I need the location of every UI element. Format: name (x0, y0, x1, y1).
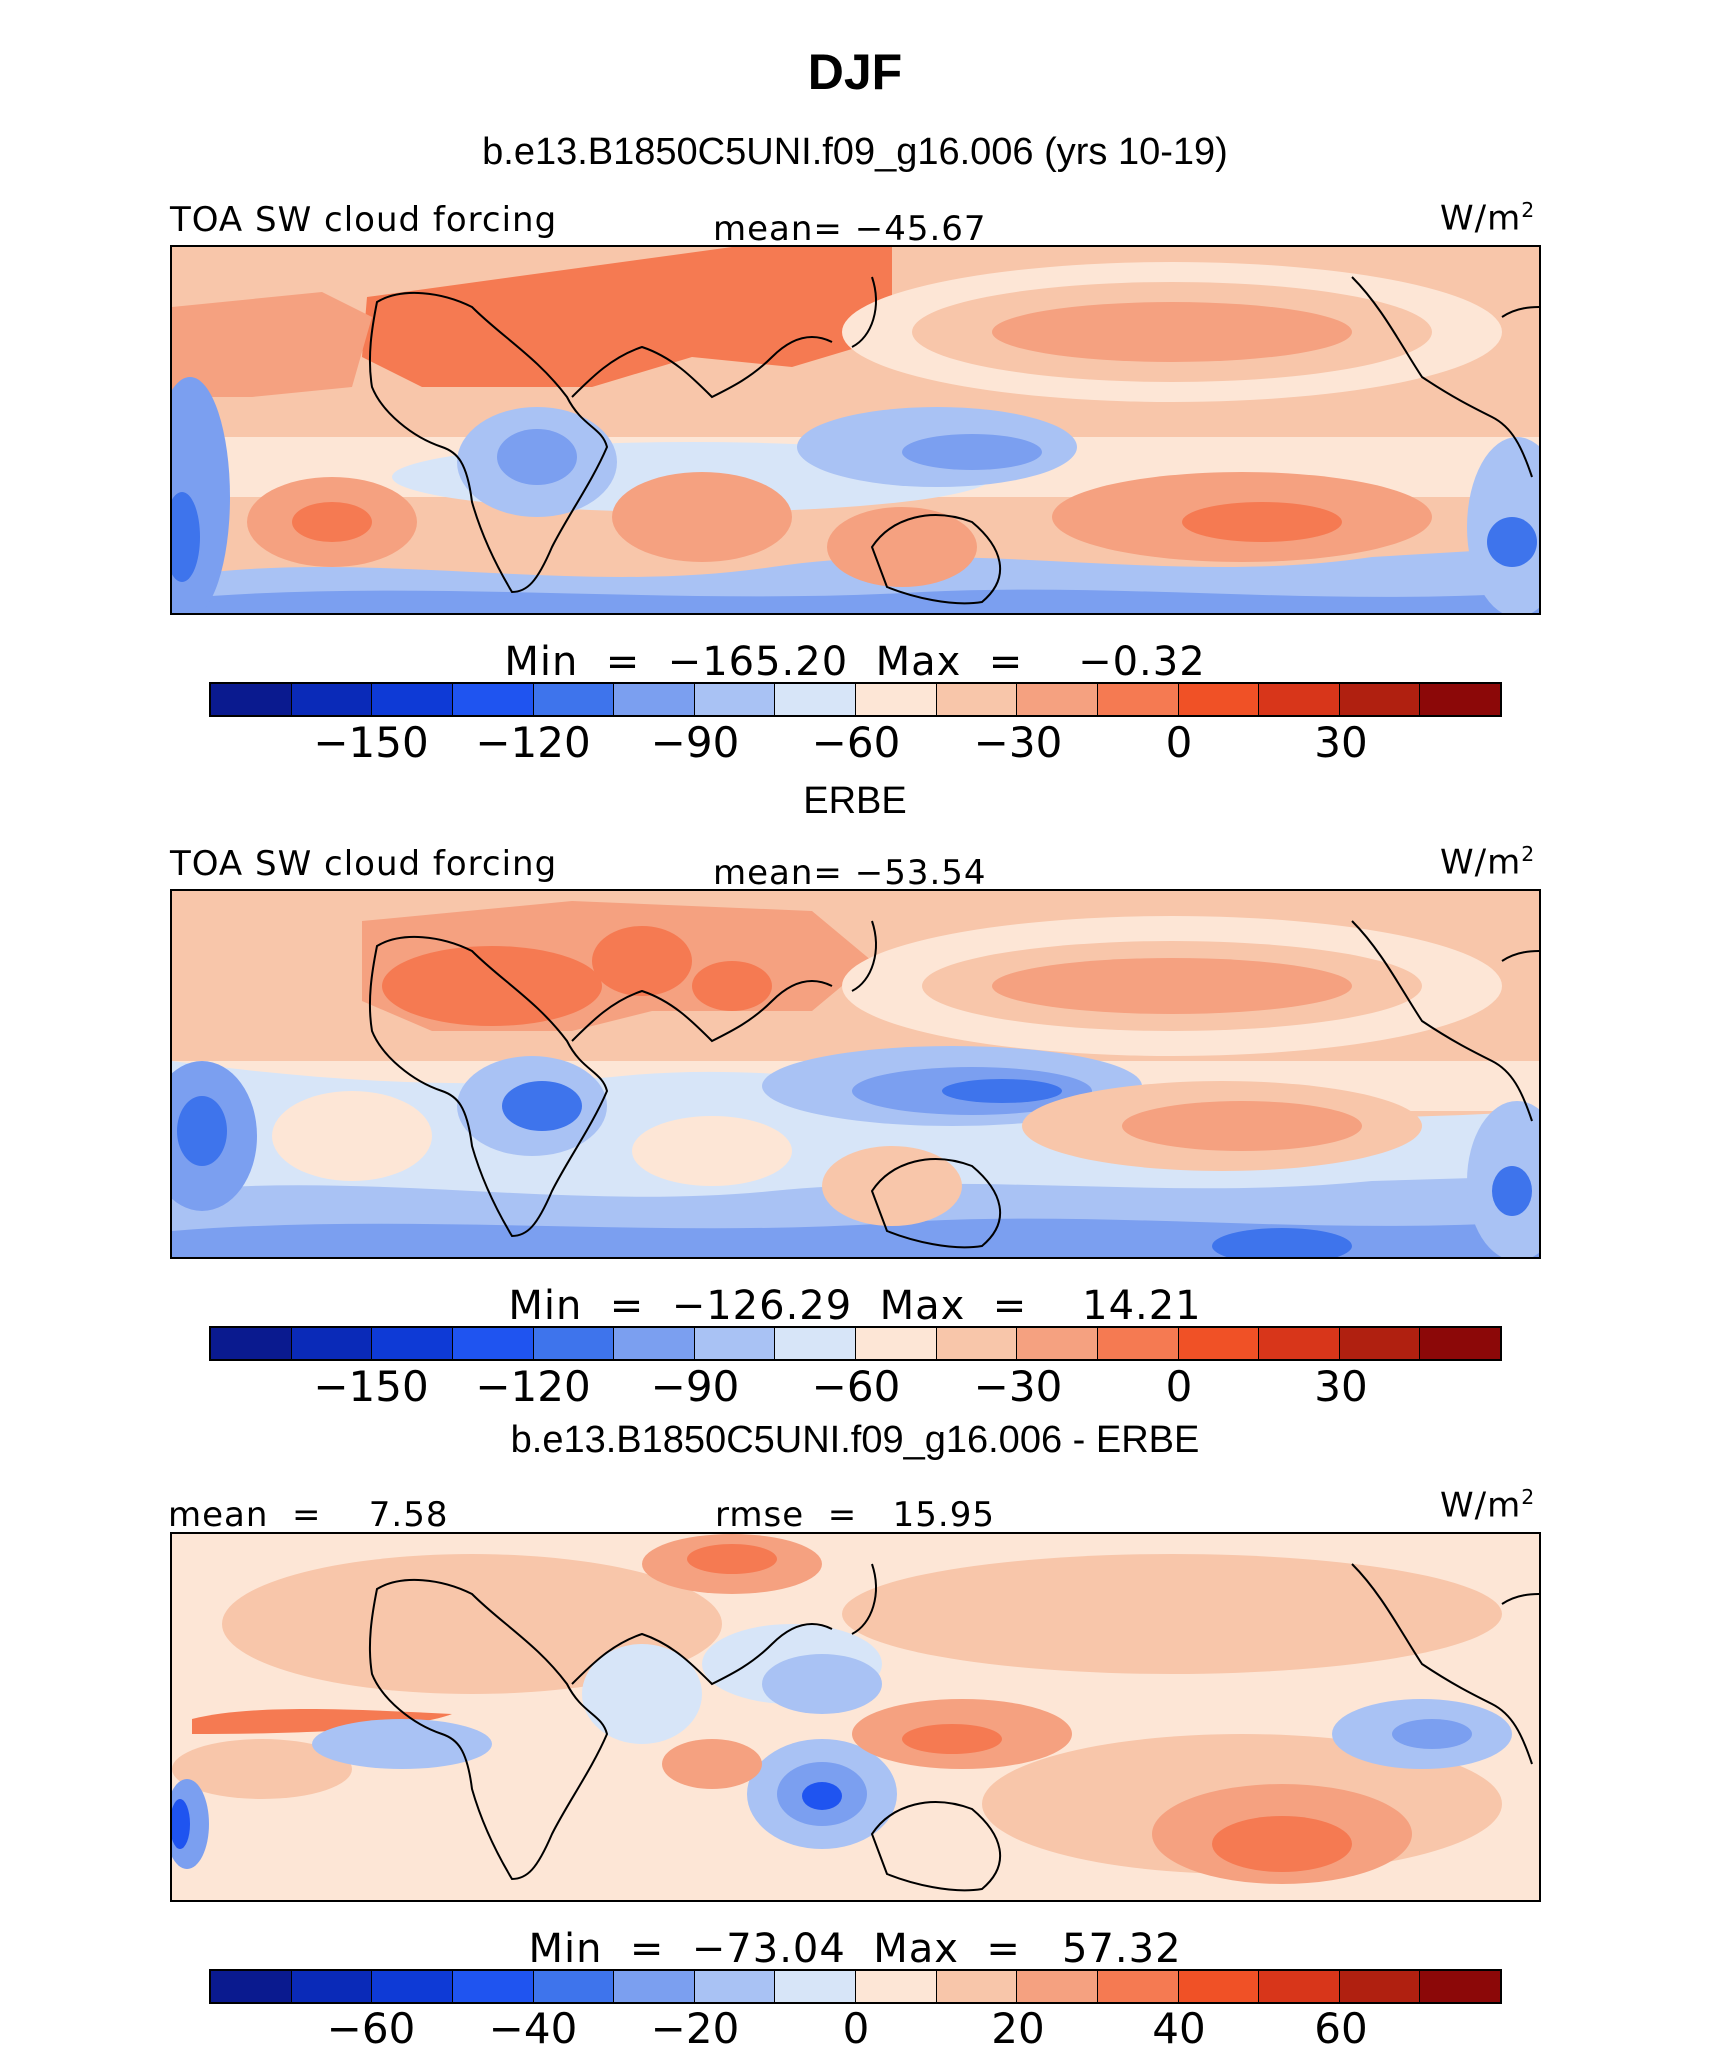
cbar-2-tick: 30 (1314, 1362, 1368, 1411)
panel-1-colorbar (209, 682, 1502, 717)
colorbar-swatch (775, 684, 856, 715)
panel-2-units: W/m2 (1440, 842, 1536, 883)
colorbar-swatch (1420, 1328, 1500, 1359)
colorbar-swatch (775, 1971, 856, 2002)
colorbar-swatch (372, 684, 453, 715)
colorbar-swatch (936, 684, 1018, 715)
cbar-3-tick: 40 (1152, 2004, 1206, 2053)
panel-1-heading: b.e13.B1850C5UNI.f09_g16.006 (yrs 10-19) (482, 131, 1228, 173)
cbar-2-tick: 0 (1165, 1362, 1193, 1411)
colorbar-swatch (291, 1971, 373, 2002)
panel-3-minmax: Min = −73.04 Max = 57.32 (528, 1926, 1182, 1972)
colorbar-swatch (1178, 1971, 1260, 2002)
colorbar-swatch (1097, 684, 1179, 715)
cbar-3-tick: 0 (842, 2004, 870, 2053)
colorbar-swatch (1259, 1328, 1340, 1359)
panel-1-units: W/m2 (1440, 198, 1536, 239)
cbar-3-tick: −40 (488, 2004, 578, 2053)
colorbar-swatch (775, 1328, 856, 1359)
colorbar-swatch (856, 1328, 937, 1359)
panel-3-mean-label: mean = 7.58 (168, 1495, 449, 1535)
colorbar-swatch (1420, 684, 1500, 715)
colorbar-swatch (1420, 1971, 1500, 2002)
cbar-1-tick: −120 (475, 718, 591, 767)
colorbar-swatch (533, 1328, 615, 1359)
colorbar-swatch (694, 1971, 776, 2002)
colorbar-swatch (694, 684, 776, 715)
colorbar-swatch (452, 1328, 534, 1359)
figure-title: DJF (807, 44, 903, 100)
panel-2-minmax: Min = −126.29 Max = 14.21 (508, 1283, 1202, 1329)
panel-3-heading: b.e13.B1850C5UNI.f09_g16.006 - ERBE (510, 1419, 1200, 1461)
cbar-3-tick: 60 (1314, 2004, 1368, 2053)
cbar-3-tick: −20 (650, 2004, 740, 2053)
panel-1-mean-label: mean= −45.67 (713, 209, 987, 249)
panel-3-colorbar (209, 1969, 1502, 2004)
colorbar-swatch (1097, 1971, 1179, 2002)
panel-2-variable-label: TOA SW cloud forcing (170, 844, 558, 884)
colorbar-swatch (1017, 684, 1098, 715)
colorbar-swatch (936, 1971, 1018, 2002)
colorbar-swatch (452, 1971, 534, 2002)
colorbar-swatch (1259, 1971, 1340, 2002)
colorbar-swatch (614, 684, 695, 715)
colorbar-swatch (533, 1971, 615, 2002)
panel-2-colorbar (209, 1326, 1502, 1361)
colorbar-swatch (1017, 1971, 1098, 2002)
colorbar-swatch (372, 1328, 453, 1359)
panel-3-units: W/m2 (1440, 1485, 1536, 1526)
colorbar-swatch (1259, 684, 1340, 715)
colorbar-swatch (211, 684, 292, 715)
cbar-1-tick: −30 (973, 718, 1063, 767)
cbar-1-tick: −150 (313, 718, 429, 767)
colorbar-swatch (291, 684, 373, 715)
colorbar-swatch (1178, 1328, 1260, 1359)
cbar-3-tick: 20 (991, 2004, 1045, 2053)
panel-1-minmax: Min = −165.20 Max = −0.32 (504, 639, 1206, 685)
colorbar-swatch (1339, 1328, 1421, 1359)
colorbar-swatch (291, 1328, 373, 1359)
colorbar-swatch (856, 1971, 937, 2002)
cbar-1-tick: −90 (650, 718, 740, 767)
colorbar-swatch (1017, 1328, 1098, 1359)
colorbar-swatch (694, 1328, 776, 1359)
panel-3-rmse-label: rmse = 15.95 (715, 1495, 995, 1535)
panel-2-mean-label: mean= −53.54 (713, 853, 987, 893)
colorbar-swatch (452, 684, 534, 715)
panel-1-variable-label: TOA SW cloud forcing (170, 200, 558, 240)
panel-2-heading: ERBE (803, 780, 907, 822)
colorbar-swatch (211, 1971, 292, 2002)
cbar-2-tick: −150 (313, 1362, 429, 1411)
colorbar-swatch (856, 684, 937, 715)
cbar-1-tick: 30 (1314, 718, 1368, 767)
panel-3-map (170, 1532, 1541, 1902)
colorbar-swatch (936, 1328, 1018, 1359)
cbar-2-tick: −30 (973, 1362, 1063, 1411)
panel-1-map (170, 245, 1541, 615)
cbar-1-tick: 0 (1165, 718, 1193, 767)
cbar-1-tick: −60 (811, 718, 901, 767)
cbar-2-tick: −60 (811, 1362, 901, 1411)
panel-2-map (170, 889, 1541, 1259)
cbar-3-tick: −60 (326, 2004, 416, 2053)
colorbar-swatch (614, 1971, 695, 2002)
cbar-2-tick: −120 (475, 1362, 591, 1411)
colorbar-swatch (211, 1328, 292, 1359)
cbar-2-tick: −90 (650, 1362, 740, 1411)
colorbar-swatch (1178, 684, 1260, 715)
colorbar-swatch (1339, 1971, 1421, 2002)
colorbar-swatch (614, 1328, 695, 1359)
colorbar-swatch (1097, 1328, 1179, 1359)
colorbar-swatch (533, 684, 615, 715)
colorbar-swatch (372, 1971, 453, 2002)
colorbar-swatch (1339, 684, 1421, 715)
